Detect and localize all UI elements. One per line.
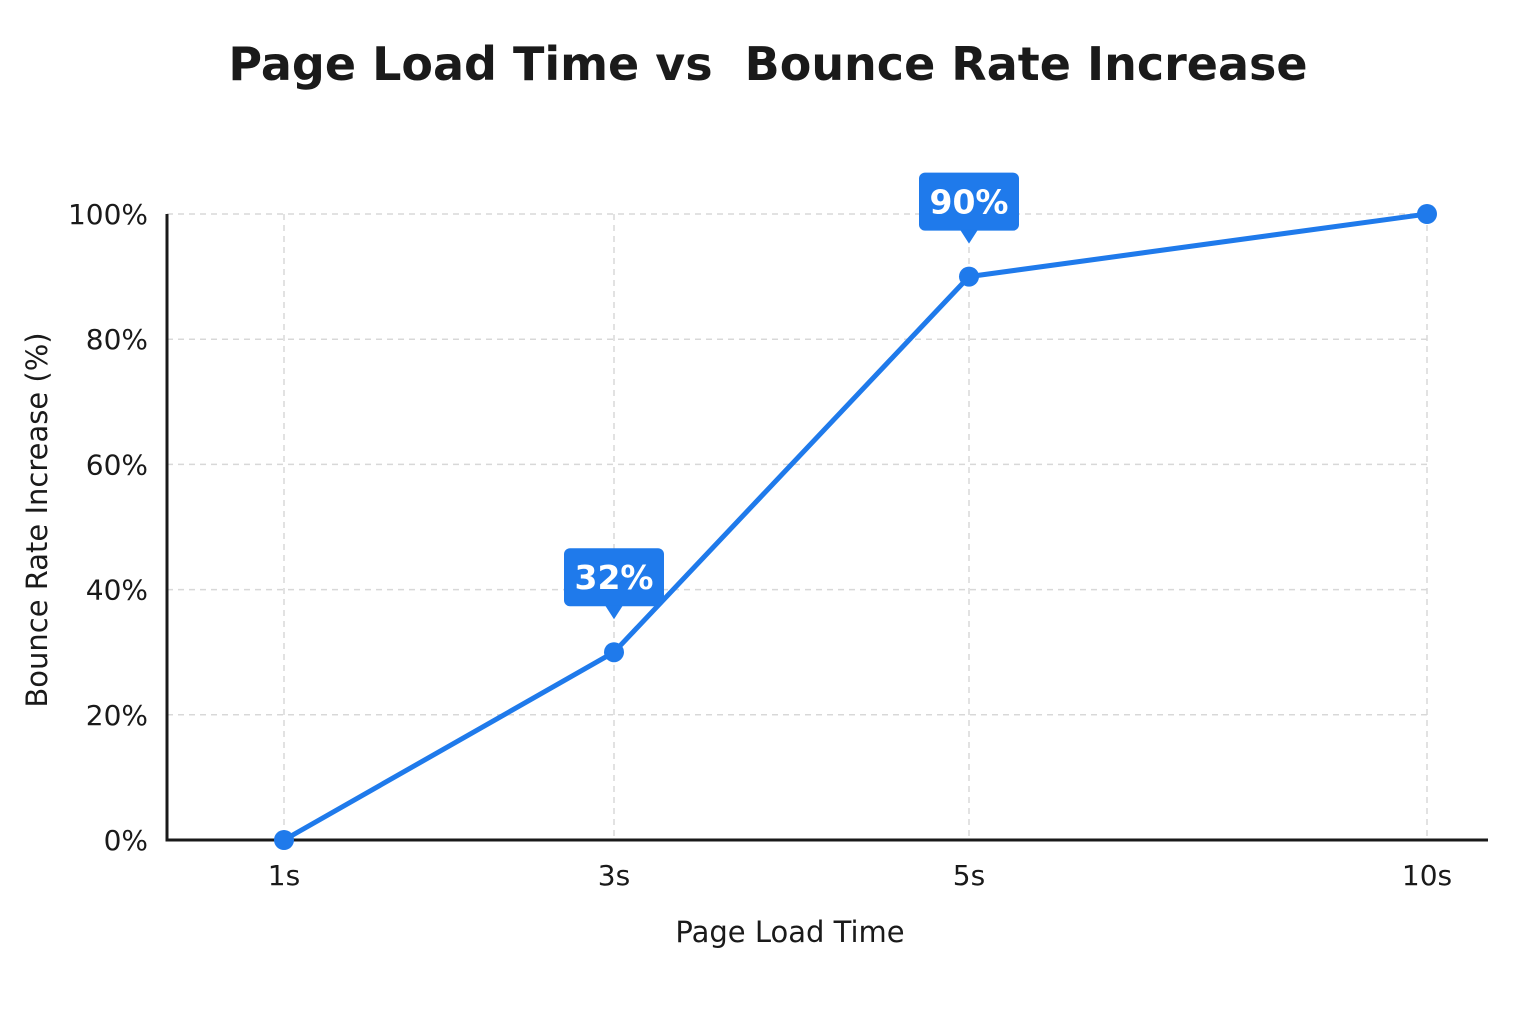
x-tick-label: 3s <box>598 859 630 892</box>
callout-label: 90% <box>930 183 1009 222</box>
data-point <box>274 830 294 850</box>
series-line <box>281 211 1430 843</box>
axes: 0% 20% 40% 60% 80% 100% 1s 3s 5s 10s <box>68 198 1488 892</box>
gridlines <box>167 213 1428 840</box>
y-tick-label: 60% <box>86 448 148 481</box>
x-tick-label: 1s <box>268 859 300 892</box>
series-layer <box>274 204 1437 850</box>
y-tick-label: 20% <box>86 699 148 732</box>
x-tick-label: 10s <box>1402 859 1452 892</box>
y-tick-label: 0% <box>104 824 148 857</box>
y-tick-label: 40% <box>86 574 148 607</box>
value-callout: 90% <box>919 172 1019 244</box>
data-point <box>604 642 624 663</box>
callout-pointer <box>605 605 623 620</box>
callout-pointer <box>960 229 978 244</box>
callout-label: 32% <box>575 558 654 597</box>
x-tick-label: 5s <box>953 859 985 892</box>
chart-title: Page Load Time vs Bounce Rate Increase <box>228 37 1307 91</box>
value-callout: 32% <box>564 548 664 620</box>
data-point <box>959 266 979 287</box>
data-point <box>1417 204 1437 224</box>
y-axis-title: Bounce Rate Increase (%) <box>20 332 54 707</box>
x-axis-title: Page Load Time <box>675 915 904 949</box>
y-tick-label: 80% <box>86 323 148 356</box>
callout-layer: 32% 90% <box>564 172 1019 620</box>
y-tick-label: 100% <box>68 198 148 231</box>
callout-box <box>564 548 664 607</box>
callout-box <box>919 172 1019 231</box>
